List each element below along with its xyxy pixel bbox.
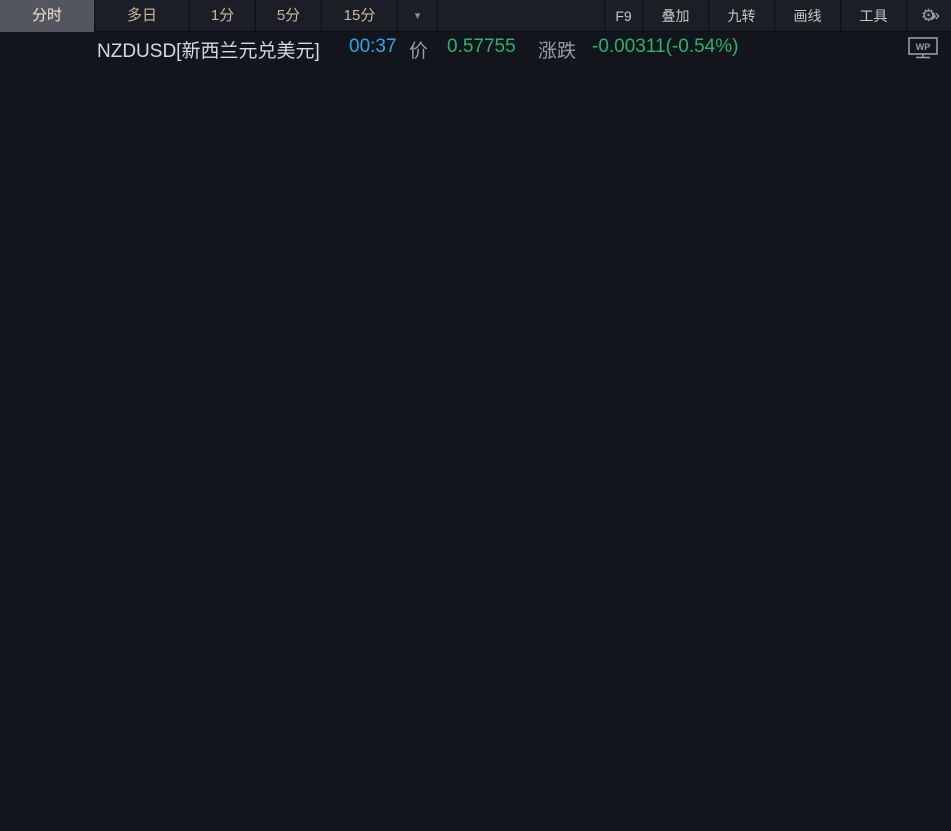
svg-text:WP: WP — [916, 42, 931, 52]
